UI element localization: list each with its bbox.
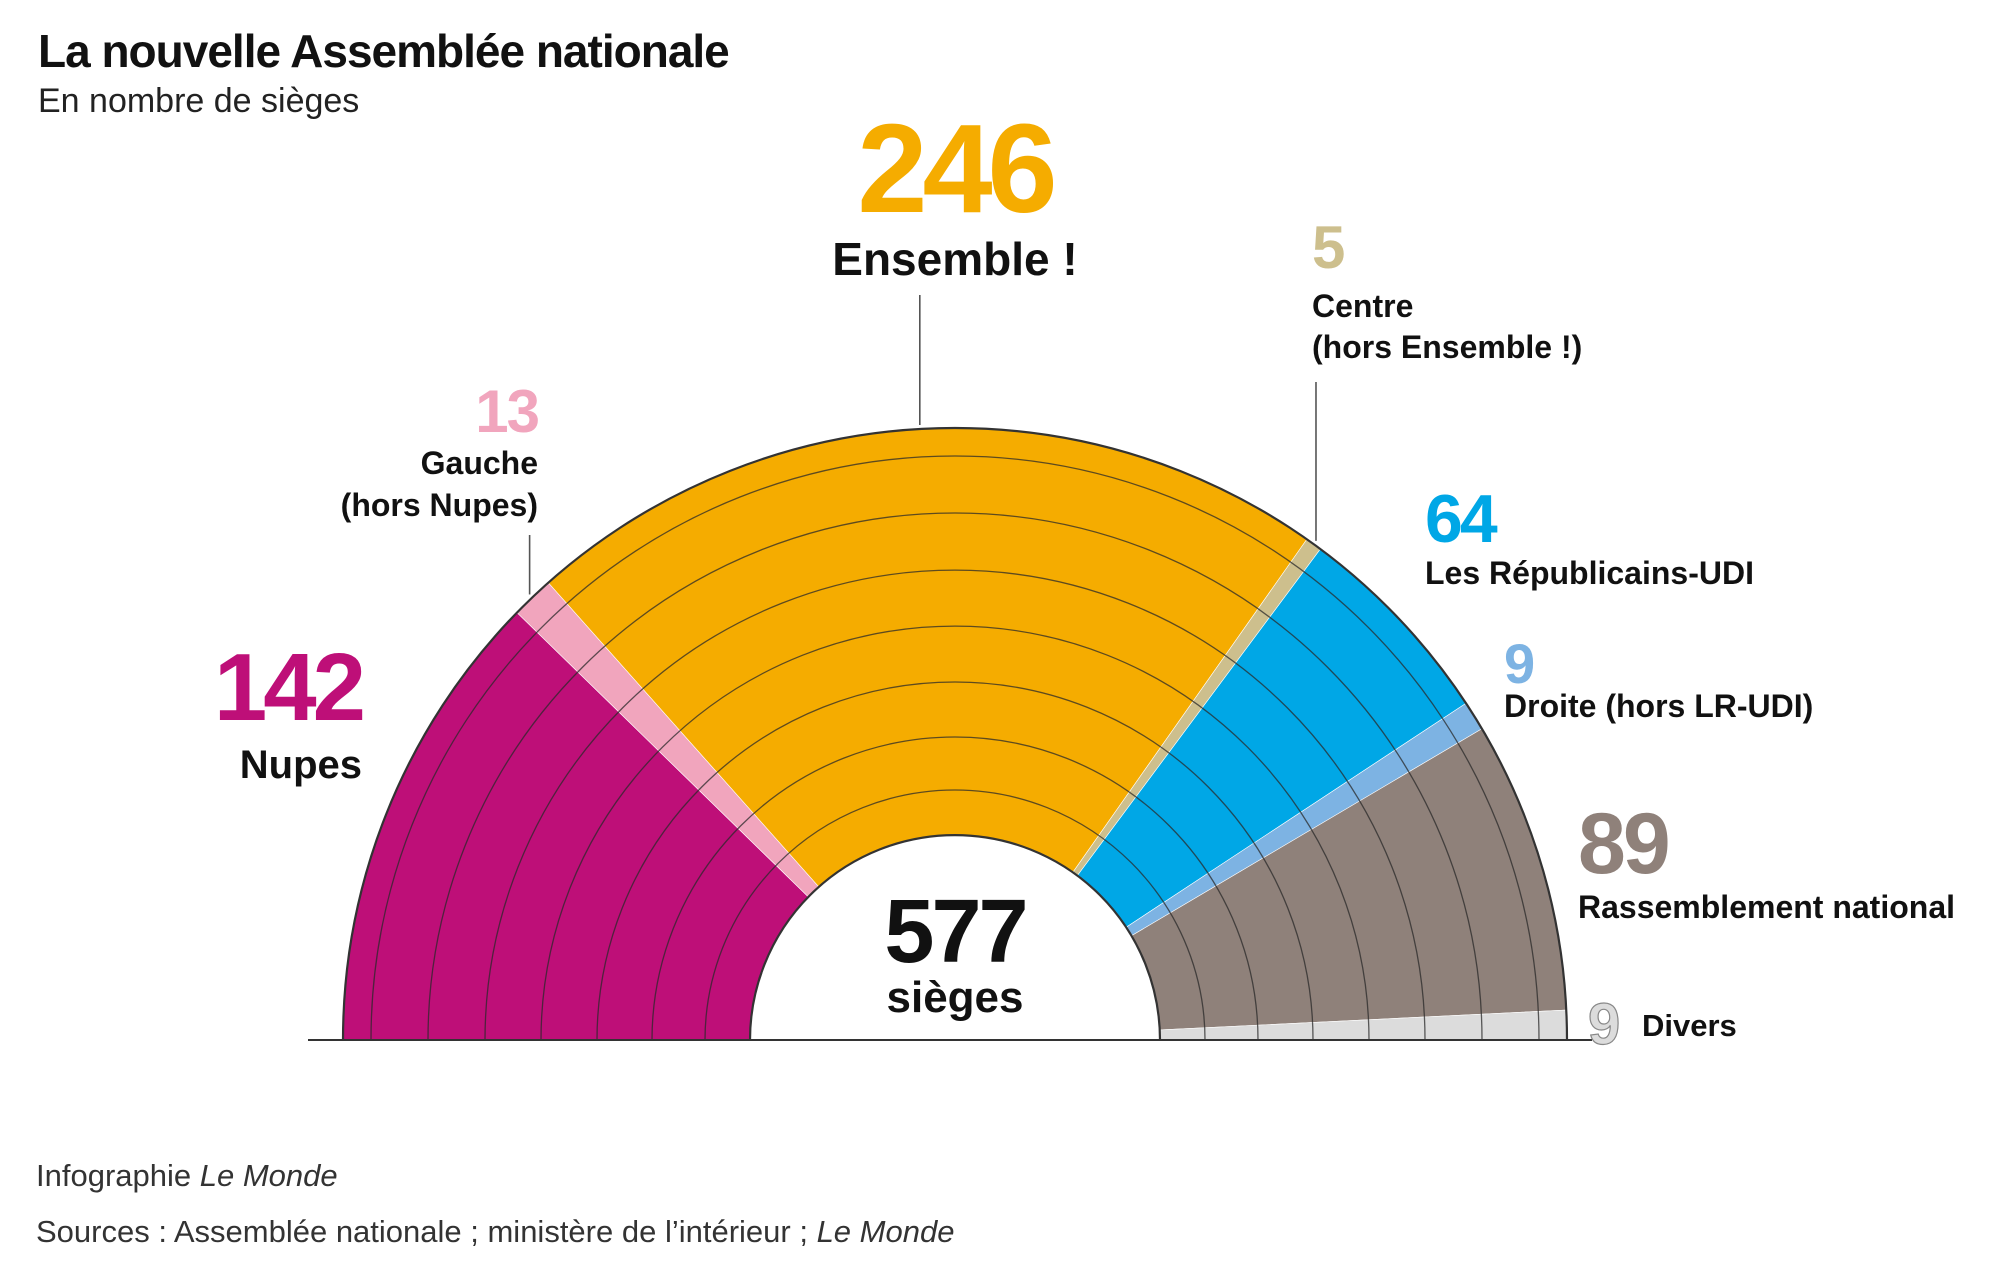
party-label-les-republicains-udi: Les Républicains-UDI [1425, 555, 1754, 591]
credit-line: Infographie Le Monde [36, 1158, 338, 1194]
value-label-divers: 9 [1588, 992, 1619, 1057]
credit-source: Le Monde [199, 1158, 338, 1193]
total-seats-unit: sièges [887, 973, 1024, 1022]
credit-prefix: Infographie [36, 1158, 200, 1193]
sources-source: Le Monde [816, 1214, 955, 1249]
party-label-droite-hors-lr-udi: Droite (hors LR-UDI) [1504, 688, 1813, 724]
ring-line [370, 455, 1540, 1041]
ring-line [704, 789, 1206, 1041]
party-label-centre-hors-ensemble: Centre [1312, 288, 1413, 324]
ring-line [596, 681, 1314, 1041]
party-label-nupes: Nupes [240, 743, 362, 787]
party-label-centre-hors-ensemble-line2: (hors Ensemble !) [1312, 329, 1582, 365]
chart-title: La nouvelle Assemblée nationale [38, 25, 730, 77]
party-label-divers: Divers [1642, 1008, 1737, 1043]
ring-line [651, 736, 1259, 1041]
ring-line [484, 569, 1426, 1041]
total-seats-value: 577 [884, 882, 1025, 982]
value-label-droite-hors-lr-udi: 9 [1504, 632, 1534, 695]
value-label-nupes: 142 [214, 634, 363, 741]
value-label-gauche-hors-nupes: 13 [475, 378, 538, 445]
inner-edge [748, 833, 1162, 1041]
outer-edge [341, 426, 1569, 1041]
sources-line: Sources : Assemblée nationale ; ministèr… [36, 1214, 954, 1250]
party-label-gauche-hors-nupes: Gauche [421, 445, 538, 481]
party-label-rassemblement-national: Rassemblement national [1578, 889, 1955, 925]
value-label-centre-hors-ensemble: 5 [1312, 214, 1344, 281]
ring-line [427, 512, 1483, 1041]
value-label-ensemble: 246 [857, 98, 1053, 239]
party-label-ensemble: Ensemble ! [832, 233, 1077, 285]
chart-subtitle: En nombre de sièges [38, 82, 360, 120]
value-label-rassemblement-national: 89 [1578, 796, 1668, 892]
ring-line [540, 625, 1370, 1041]
sources-prefix: Sources : Assemblée nationale ; ministèr… [36, 1214, 817, 1249]
party-label-gauche-hors-nupes-line2: (hors Nupes) [341, 487, 538, 523]
value-label-les-republicains-udi: 64 [1425, 481, 1498, 557]
